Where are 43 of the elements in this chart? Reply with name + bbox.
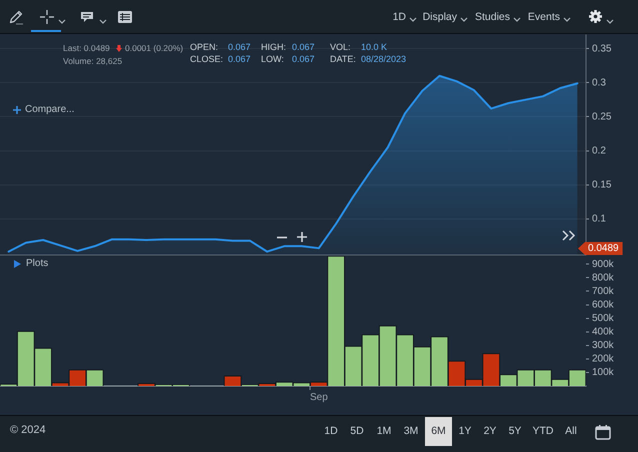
text: All bbox=[565, 425, 577, 438]
text: 1D bbox=[392, 11, 406, 23]
annotation: Compare... bbox=[25, 104, 74, 116]
y-tick-label: 700k bbox=[592, 286, 615, 297]
annotation: VOL: 10.0 K bbox=[330, 42, 388, 52]
y-tick-label: 200k bbox=[592, 354, 615, 365]
text: Studies bbox=[474, 11, 510, 23]
y-tick-label: 500k bbox=[592, 313, 615, 324]
annotation: DATE: 08/28/2023 bbox=[330, 54, 406, 64]
y-tick-label: 0.15 bbox=[592, 180, 612, 191]
text: 5Y bbox=[508, 425, 522, 438]
y-tick-label: 0.25 bbox=[592, 111, 612, 122]
y-tick-label: 900k bbox=[592, 258, 615, 270]
text: 5D bbox=[350, 425, 364, 438]
text: 3M bbox=[404, 425, 418, 438]
y-tick-label: 0.2 bbox=[592, 146, 606, 157]
selected-button: 6M bbox=[425, 417, 452, 446]
annotation: OPEN: 0.067 bbox=[190, 42, 251, 52]
text: YTD bbox=[532, 425, 554, 438]
annotation: Volume: 28,625 bbox=[63, 56, 122, 66]
annotation: CLOSE: 0.067 bbox=[190, 54, 251, 64]
text: Events bbox=[528, 11, 560, 23]
annotation: 0.0001 (0.20%) bbox=[125, 43, 184, 53]
text: Display bbox=[422, 11, 457, 23]
text: 1M bbox=[376, 425, 392, 438]
text: 1Y bbox=[458, 425, 472, 438]
y-tick-label: 0.1 bbox=[592, 214, 606, 225]
y-tick-label: 0.3 bbox=[592, 77, 606, 88]
y-tick-label: 400k bbox=[592, 326, 615, 338]
text: 2Y bbox=[484, 425, 496, 438]
annotation: LOW: 0.067 bbox=[261, 54, 315, 64]
x-tick-label: Sep bbox=[310, 392, 328, 403]
annotation: HIGH: 0.067 bbox=[261, 42, 315, 52]
y-tick-label: 0.35 bbox=[592, 43, 612, 54]
text: 1D bbox=[324, 425, 338, 438]
y-tick-label: 600k bbox=[592, 300, 615, 310]
y-tick-label: 100k bbox=[592, 367, 615, 378]
annotation: Plots bbox=[26, 258, 48, 270]
price-tag: 0.0489 bbox=[578, 242, 623, 255]
y-tick-label: 800k bbox=[592, 272, 615, 284]
y-tick-label: 300k bbox=[592, 340, 615, 352]
annotation: Last: 0.0489 bbox=[63, 43, 110, 53]
text: © 2024 bbox=[10, 424, 46, 437]
